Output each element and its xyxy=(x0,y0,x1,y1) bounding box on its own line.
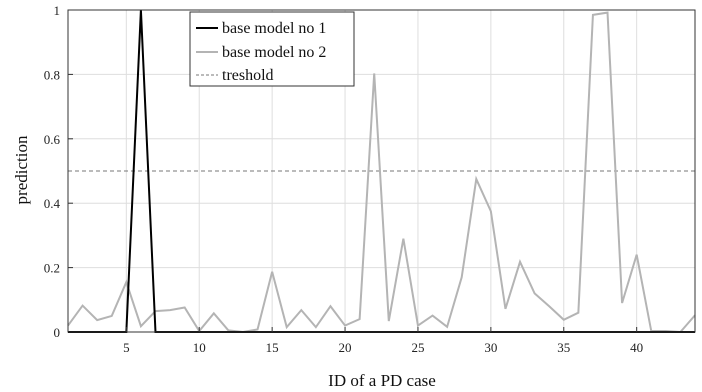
x-tick-label-6: 35 xyxy=(557,340,570,355)
series-line-2 xyxy=(67,11,696,334)
y-tick-label-5: 1 xyxy=(54,3,61,18)
x-tick-label-4: 25 xyxy=(411,340,424,355)
y-axis-label: prediction xyxy=(12,135,31,204)
legend: base model no 1 base model no 2 treshold xyxy=(189,11,355,87)
ticks: 5 10 15 20 25 30 35 40 0 0.2 0.4 0.6 0.8 1 xyxy=(44,3,643,355)
plot-frame xyxy=(67,9,696,333)
x-axis-label: ID of a PD case xyxy=(328,371,436,390)
x-tick-label-7: 40 xyxy=(630,340,643,355)
x-tick-label-0: 5 xyxy=(123,340,130,355)
y-tick-label-3: 0.6 xyxy=(44,132,61,147)
y-tick-label-4: 0.8 xyxy=(44,67,60,82)
x-tick-label-2: 15 xyxy=(266,340,279,355)
y-tick-label-0: 0 xyxy=(54,325,61,340)
series-layer xyxy=(67,9,696,334)
legend-entry-series-2: base model no 2 xyxy=(222,44,326,61)
x-tick-label-5: 30 xyxy=(484,340,497,355)
y-tick-label-1: 0.2 xyxy=(44,261,60,276)
legend-entry-series-1: base model no 1 xyxy=(222,20,326,37)
x-tick-label-1: 10 xyxy=(193,340,206,355)
x-tick-label-3: 20 xyxy=(339,340,352,355)
legend-entry-series-3: treshold xyxy=(222,67,274,84)
legend-box xyxy=(189,11,355,87)
y-tick-label-2: 0.4 xyxy=(44,196,61,211)
